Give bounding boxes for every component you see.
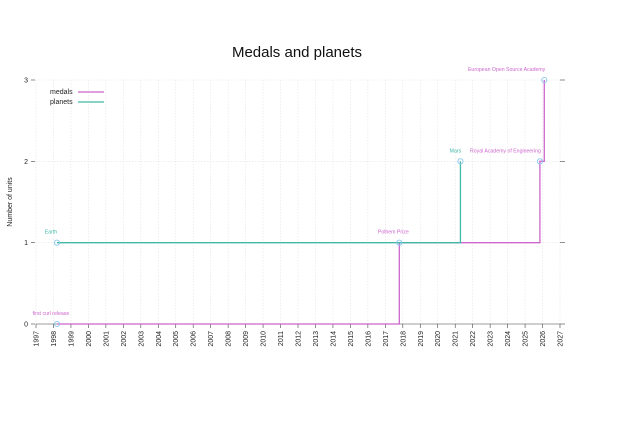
chart-title: Medals and planets [232, 44, 362, 61]
x-tick-label: 2002 [121, 331, 128, 347]
x-tick-label: 2027 [558, 331, 565, 347]
x-tick-label: 2006 [191, 331, 198, 347]
data-label: Polhem Prize [378, 230, 409, 236]
x-tick-label: 2012 [296, 331, 303, 347]
legend-label-planets: planets [50, 99, 73, 106]
x-tick-label: 2007 [208, 331, 215, 347]
x-tick-label: 2017 [383, 331, 390, 347]
axes: 1997 1998 1999 2000 2001 2002 2003 2004 2005 2006… [24, 78, 565, 347]
x-tick-label: 2026 [540, 331, 547, 347]
x-tick-label: 1997 [34, 331, 41, 347]
x-tick-label: 2013 [313, 331, 320, 347]
x-tick-label: 2024 [505, 331, 512, 347]
x-tick-label: 2004 [156, 331, 163, 347]
y-tick-label: 1 [24, 240, 28, 247]
data-point-medals [541, 76, 548, 84]
grid [35, 79, 561, 325]
series-line-planets [56, 161, 462, 244]
series-line-medals [56, 80, 545, 325]
data-points: first curl release Polhem Prize Royal Acad… [33, 67, 548, 328]
y-axis-label: Number of units [7, 177, 14, 227]
x-tick-label: 2023 [488, 331, 495, 347]
data-label: Mars [450, 148, 462, 154]
data-label: Earth [45, 230, 58, 236]
x-tick-label: 2019 [418, 331, 425, 347]
x-tick-label: 2018 [400, 331, 407, 347]
x-tick-label: 2000 [86, 331, 93, 347]
x-tick-label: 2020 [435, 331, 442, 347]
data-point-planets [53, 239, 61, 246]
x-tick-label: 2015 [348, 331, 355, 347]
data-label: Royal Academy of Engineering [470, 148, 541, 154]
x-tick-label: 2014 [330, 331, 337, 347]
legend: medals planets [50, 89, 104, 106]
y-tick-label: 2 [24, 159, 28, 166]
x-tick-label: 2021 [453, 331, 460, 347]
y-tick-label: 3 [24, 78, 28, 85]
x-tick-label: 2009 [243, 331, 250, 347]
x-tick-label: 1998 [51, 331, 58, 347]
x-tick-label: 2010 [261, 331, 268, 347]
data-point-medals [396, 239, 403, 246]
y-tick-label: 0 [24, 322, 28, 329]
x-tick-label: 2011 [278, 331, 285, 346]
x-tick-label: 1999 [68, 331, 75, 347]
x-tick-label: 2022 [470, 331, 477, 347]
data-label: first curl release [33, 311, 70, 317]
data-label: European Open Source Academy [468, 67, 546, 73]
data-point-medals [53, 320, 61, 328]
data-point-medals [536, 158, 543, 165]
x-tick-label: 2001 [103, 331, 110, 347]
data-point-planets [457, 158, 464, 165]
x-tick-label: 2003 [138, 331, 145, 347]
x-tick-label: 2025 [523, 331, 530, 347]
legend-label-medals: medals [50, 89, 73, 96]
x-tick-label: 2016 [365, 331, 372, 347]
series-lines [56, 80, 545, 325]
x-tick-label: 2008 [226, 331, 233, 347]
x-tick-label: 2005 [173, 331, 180, 347]
